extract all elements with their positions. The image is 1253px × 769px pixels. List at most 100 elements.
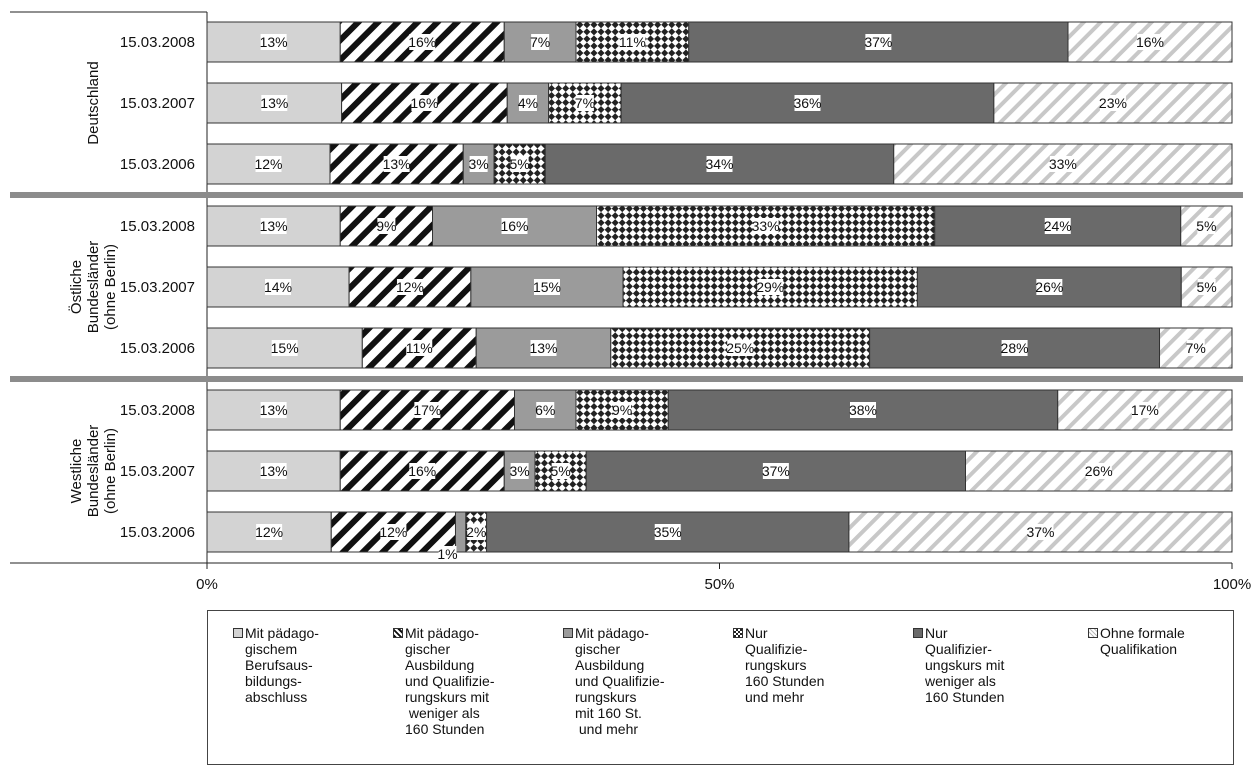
data-label-bg xyxy=(575,95,594,111)
data-label-bg xyxy=(531,34,550,50)
data-label-bg xyxy=(654,524,681,540)
data-label: 38% xyxy=(849,402,877,418)
data-label: 23% xyxy=(1099,95,1127,111)
data-label-bg xyxy=(260,402,287,418)
legend-label: Nur Qualifizier- ungskurs mit weniger al… xyxy=(925,625,1005,705)
legend-swatch xyxy=(233,628,243,638)
data-label: 34% xyxy=(705,156,733,172)
data-label: 13% xyxy=(260,218,288,234)
data-label-bg xyxy=(469,156,488,172)
x-tick-label: 0% xyxy=(196,576,218,593)
data-label: 28% xyxy=(1001,340,1029,356)
data-label: 33% xyxy=(1049,156,1077,172)
chart-legend: Mit pädago- gischem Berufsaus- bildungs-… xyxy=(207,610,1234,765)
legend-label: Ohne formale Qualifikation xyxy=(1100,625,1185,657)
data-label-bg xyxy=(1085,463,1112,479)
data-label: 5% xyxy=(551,463,571,479)
data-label-bg xyxy=(706,156,733,172)
data-label-bg xyxy=(380,524,407,540)
data-label-bg xyxy=(396,279,423,295)
legend-swatch xyxy=(563,628,573,638)
data-label-bg xyxy=(613,402,632,418)
data-label-bg xyxy=(865,34,892,50)
data-label-bg xyxy=(530,340,557,356)
row-date-label: 15.03.2008 xyxy=(120,218,195,235)
data-label-bg xyxy=(1099,95,1126,111)
data-label: 9% xyxy=(376,218,396,234)
data-label-bg xyxy=(551,463,570,479)
data-label-bg xyxy=(271,340,298,356)
data-label: 17% xyxy=(1131,402,1159,418)
data-label-bg xyxy=(260,463,287,479)
data-label-bg xyxy=(1137,34,1163,50)
data-label: 12% xyxy=(396,279,424,295)
data-label-bg xyxy=(1197,279,1216,295)
group-label: Deutschland xyxy=(85,61,102,144)
data-label-bg xyxy=(727,340,754,356)
data-label: 37% xyxy=(762,463,790,479)
data-label: 17% xyxy=(413,402,441,418)
legend-label: Mit pädago- gischer Ausbildung und Quali… xyxy=(575,625,665,737)
data-label: 4% xyxy=(518,95,538,111)
x-tick-label: 100% xyxy=(1213,576,1251,593)
data-label-bg xyxy=(411,95,438,111)
data-label: 16% xyxy=(408,34,436,50)
group-label: WestlicheBundesländer(ohne Berlin) xyxy=(68,425,119,518)
legend-label: Mit pädago- gischer Ausbildung und Quali… xyxy=(405,625,495,737)
data-label-bg xyxy=(619,34,646,50)
data-label: 7% xyxy=(1186,340,1206,356)
data-label-bg xyxy=(261,95,288,111)
data-label-bg xyxy=(467,524,486,540)
data-label: 37% xyxy=(1026,524,1054,540)
data-label-bg xyxy=(1001,340,1028,356)
data-label: 7% xyxy=(530,34,550,50)
data-label: 2% xyxy=(466,524,486,540)
row-date-label: 15.03.2007 xyxy=(120,463,195,480)
row-date-label: 15.03.2007 xyxy=(120,95,195,112)
data-label: 13% xyxy=(260,463,288,479)
data-label: 3% xyxy=(510,463,530,479)
data-label-bg xyxy=(438,546,457,562)
data-label: 5% xyxy=(510,156,530,172)
data-label-bg xyxy=(501,218,528,234)
data-label-bg xyxy=(383,156,410,172)
data-label: 33% xyxy=(752,218,780,234)
data-label: 26% xyxy=(1035,279,1063,295)
data-label-bg xyxy=(406,340,433,356)
row-date-label: 15.03.2008 xyxy=(120,402,195,419)
data-label-bg xyxy=(533,279,560,295)
data-label: 16% xyxy=(1136,34,1164,50)
data-label-bg xyxy=(794,95,821,111)
data-label-bg xyxy=(1197,218,1216,234)
data-label: 14% xyxy=(264,279,292,295)
data-label-bg xyxy=(255,156,282,172)
legend-swatch xyxy=(913,628,923,638)
data-label-bg xyxy=(536,402,555,418)
data-label: 25% xyxy=(726,340,754,356)
data-label: 26% xyxy=(1085,463,1113,479)
legend-label: Mit pädago- gischem Berufsaus- bildungs-… xyxy=(245,625,319,705)
legend-swatch xyxy=(1088,628,1098,638)
data-label: 13% xyxy=(260,34,288,50)
data-label-bg xyxy=(409,463,436,479)
data-label: 5% xyxy=(1196,218,1216,234)
data-label-bg xyxy=(256,524,283,540)
data-label-bg xyxy=(260,218,287,234)
bar-segment xyxy=(503,21,577,63)
row-date-label: 15.03.2007 xyxy=(120,279,195,296)
legend-label: Nur Qualifizie- rungskurs 160 Stunden un… xyxy=(745,625,825,705)
data-label: 11% xyxy=(406,340,433,356)
group-separator-2 xyxy=(10,376,1243,382)
data-label-bg xyxy=(1044,218,1071,234)
data-label-bg xyxy=(752,218,779,234)
data-label: 7% xyxy=(575,95,595,111)
data-label: 12% xyxy=(379,524,407,540)
data-label: 13% xyxy=(383,156,411,172)
row-date-label: 15.03.2006 xyxy=(120,156,195,173)
data-label: 5% xyxy=(1197,279,1217,295)
data-label: 36% xyxy=(793,95,821,111)
data-label-bg xyxy=(1049,156,1076,172)
data-label-bg xyxy=(757,279,784,295)
group-label: ÖstlicheBundesländer(ohne Berlin) xyxy=(67,241,119,334)
